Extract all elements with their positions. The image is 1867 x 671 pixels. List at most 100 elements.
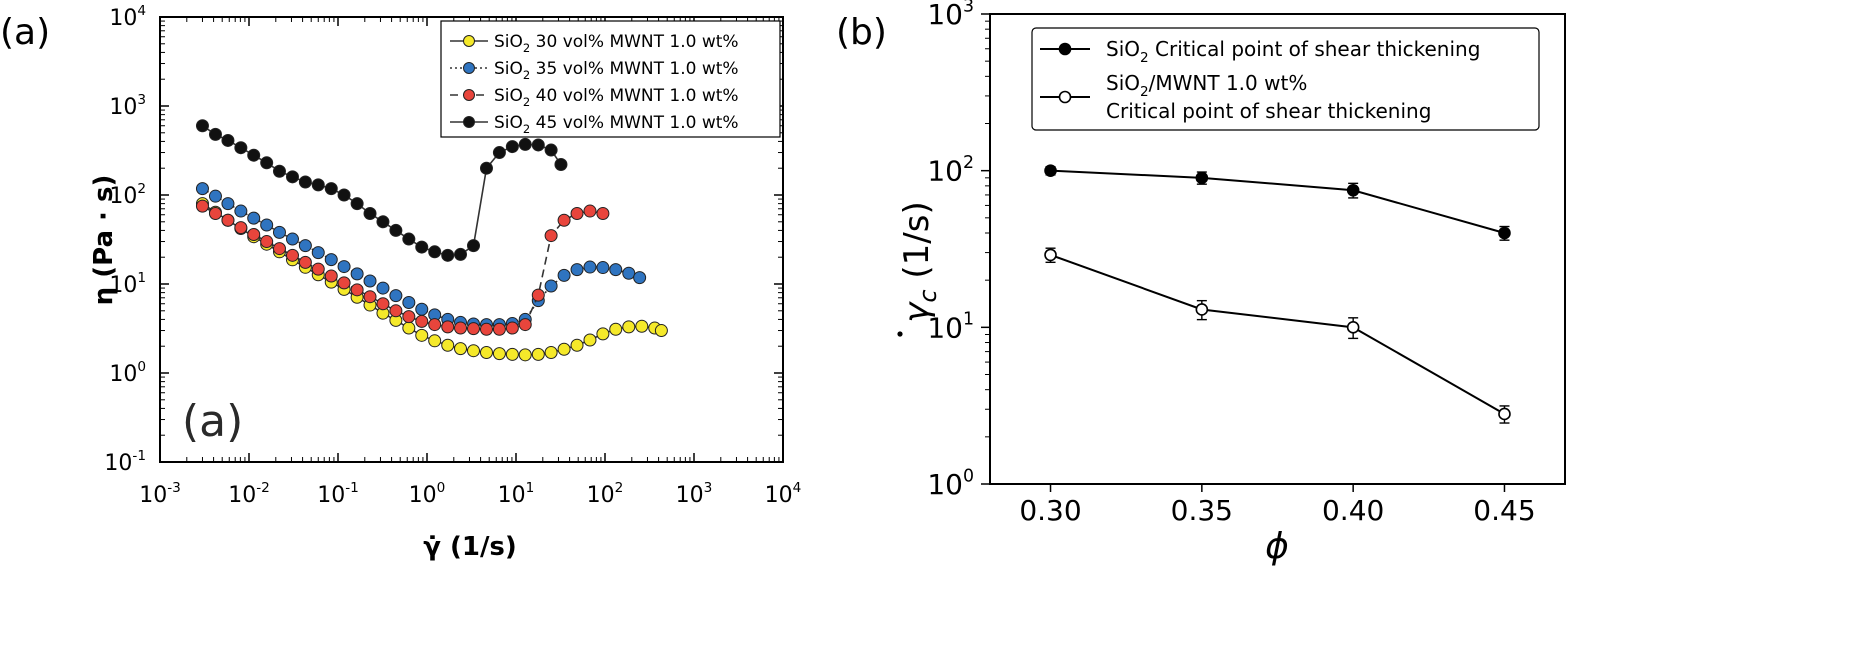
- chart-a-data-point: [654, 324, 668, 338]
- chart-a-data-point: [415, 302, 429, 316]
- chart-b-legend: SiO2 Critical point of shear thickeningS…: [1031, 27, 1540, 131]
- chart-b-y-tick-label-exp: 1: [963, 310, 974, 330]
- chart-b-y-axis-label-dot: [897, 331, 903, 337]
- chart-a-data-point: [221, 213, 235, 227]
- chart-b-series-line: [1050, 169, 1505, 234]
- chart-a-legend: SiO2 30 vol% MWNT 1.0 wt%SiO2 35 vol% MW…: [440, 20, 781, 138]
- chart-a-data-point: [221, 133, 235, 147]
- chart-b-y-tick-label: 103: [927, 0, 974, 31]
- chart-a-y-tick-label: 104: [109, 3, 146, 31]
- chart-a-data-point: [324, 253, 338, 267]
- chart-b-series-2: [1044, 247, 1511, 424]
- chart-a-x-tick-label-base: 10: [317, 483, 345, 508]
- chart-a-x-tick-label-base: 10: [228, 483, 256, 508]
- chart-a-data-point: [415, 240, 429, 254]
- chart-a-data-point: [583, 333, 597, 347]
- chart-a-data-point: [570, 206, 584, 220]
- chart-a-y-tick-label: 103: [109, 92, 146, 120]
- chart-b-legend-marker: [1058, 42, 1072, 56]
- chart-a-data-point: [272, 242, 286, 256]
- chart-a-x-tick-labels: 10-3 10-2 10-1 100 101 102 103 104: [139, 480, 801, 508]
- chart-a-data-point: [260, 235, 274, 249]
- chart-a-data-point: [350, 197, 364, 211]
- chart-a-data-point: [376, 297, 390, 311]
- chart-a-legend-label-sub: 2: [523, 122, 530, 136]
- chart-a-legend-marker: [463, 116, 475, 128]
- chart-a-data-point: [272, 164, 286, 178]
- chart-a-data-point: [337, 188, 351, 202]
- chart-a-data-point: [415, 314, 429, 328]
- chart-a-data-point: [195, 199, 209, 213]
- chart-b-x-tick-label: 0.35: [1171, 494, 1233, 527]
- chart-b: SiO2 Critical point of shear thickeningS…: [897, 0, 1566, 567]
- chart-a-legend-marker: [463, 89, 475, 101]
- chart-b-legend-label: SiO2/MWNT 1.0 wt%: [1106, 71, 1307, 100]
- chart-b-legend-label-part1: SiO: [1106, 37, 1140, 61]
- chart-b-legend-box: [1031, 27, 1540, 131]
- chart-a-data-point: [311, 246, 325, 260]
- chart-b-legend-marker: [1058, 90, 1072, 104]
- chart-a-data-point: [441, 338, 455, 352]
- chart-a-series: [195, 119, 668, 362]
- chart-a-data-point: [402, 321, 416, 335]
- chart-b-y-tick-label: 100: [927, 466, 974, 501]
- chart-b-x-tick-label: 0.40: [1322, 494, 1384, 527]
- chart-b-y-tick-label-exp: 0: [963, 466, 974, 486]
- chart-b-legend-label-part2: /MWNT 1.0 wt%: [1149, 71, 1308, 95]
- chart-a-x-tick-label-exp: -1: [345, 480, 359, 496]
- chart-a-data-point: [518, 348, 532, 362]
- chart-a-data-point: [234, 204, 248, 218]
- chart-a-data-point: [505, 140, 519, 154]
- chart-a-data-point: [402, 232, 416, 246]
- chart-a-data-point: [428, 318, 442, 332]
- chart-a-data-point: [285, 248, 299, 262]
- chart-b-x-tick-label: 0.30: [1019, 494, 1081, 527]
- chart-a-data-point: [415, 328, 429, 342]
- chart-a-legend-label: SiO2 45 vol% MWNT 1.0 wt%: [494, 113, 739, 136]
- chart-a-legend-label: SiO2 30 vol% MWNT 1.0 wt%: [494, 32, 739, 55]
- chart-a-legend-label-part2: 45 vol% MWNT 1.0 wt%: [530, 113, 738, 133]
- chart-a-x-tick-label-exp: 1: [526, 480, 535, 496]
- chart-a-data-point: [466, 322, 480, 336]
- chart-a-x-tick-label: 102: [587, 480, 624, 508]
- chart-a-data-point: [337, 260, 351, 274]
- chart-a-data-point: [363, 290, 377, 304]
- chart-a-y-tick-label-exp: 0: [137, 359, 146, 375]
- chart-b-y-tick-label-base: 10: [927, 311, 963, 344]
- chart-a-data-point: [376, 281, 390, 295]
- chart-b-legend-label-line2: Critical point of shear thickening: [1106, 99, 1431, 123]
- chart-a-data-point: [428, 334, 442, 348]
- chart-b-axis-ticks: [981, 13, 1506, 492]
- chart-a-x-tick-label-base: 10: [676, 483, 704, 508]
- chart-a-x-tick-label-exp: 0: [437, 480, 446, 496]
- chart-a-y-tick-label-base: 10: [109, 184, 137, 209]
- chart-a-data-point: [609, 322, 623, 336]
- chart-a-data-point: [454, 247, 468, 261]
- chart-a-data-point: [492, 146, 506, 160]
- chart-a-data-point: [479, 161, 493, 175]
- chart-a-legend-label-part2: 30 vol% MWNT 1.0 wt%: [530, 32, 738, 52]
- chart-a-data-point: [454, 321, 468, 335]
- panel-b-tag: (b): [836, 12, 887, 53]
- chart-b-y-tick-label: 102: [927, 153, 974, 188]
- chart-a-x-tick-label-base: 10: [587, 483, 615, 508]
- chart-a-data-point: [247, 227, 261, 241]
- chart-a-data-point: [479, 322, 493, 336]
- chart-a-data-point: [363, 274, 377, 288]
- chart-a-data-point: [466, 239, 480, 253]
- chart-b-y-axis-label-main: γ: [897, 301, 937, 323]
- chart-a-data-point: [376, 215, 390, 229]
- chart-a-data-point: [324, 269, 338, 283]
- chart-a-data-point: [505, 347, 519, 361]
- chart-a-data-point: [492, 322, 506, 336]
- chart-a-data-point: [208, 189, 222, 203]
- chart-a-data-point: [454, 342, 468, 356]
- chart-a-legend-label-part1: SiO: [494, 86, 523, 106]
- chart-a-data-point: [557, 213, 571, 227]
- chart-b-x-axis-label: ϕ: [1265, 526, 1289, 567]
- chart-a-y-tick-label: 100: [109, 359, 146, 387]
- chart-a-data-point: [234, 221, 248, 235]
- chart-a-data-point: [570, 338, 584, 352]
- chart-b-x-tick-labels: 0.30 0.35 0.40 0.45: [1019, 494, 1535, 527]
